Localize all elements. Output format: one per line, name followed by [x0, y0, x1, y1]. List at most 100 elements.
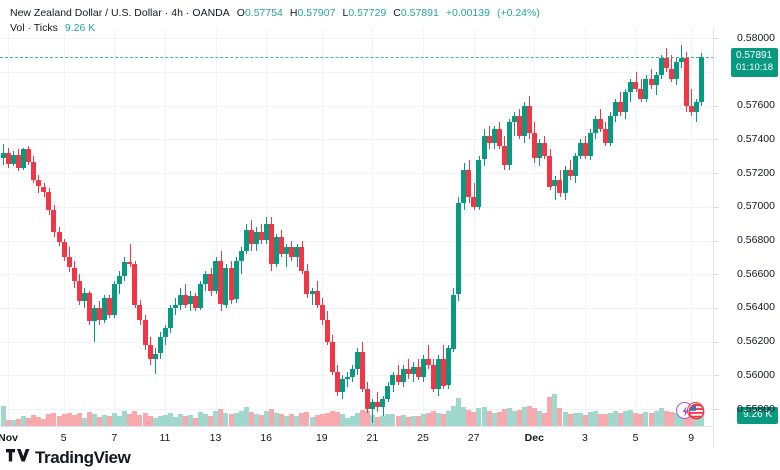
candle-body — [46, 192, 52, 211]
volume-bar — [678, 413, 684, 426]
volume-bar — [491, 412, 497, 426]
volume-bar — [400, 415, 406, 426]
volume-bar — [188, 415, 193, 426]
legend-symbol-row[interactable]: New Zealand Dollar / U.S. Dollar · 4h · … — [10, 6, 540, 20]
candle-body — [602, 129, 608, 143]
candle-body — [466, 169, 472, 197]
candle-body — [668, 68, 674, 79]
volume-bar — [218, 409, 224, 426]
candle-wick — [311, 287, 313, 305]
candlestick-series — [0, 28, 713, 426]
volume-bar — [142, 412, 148, 426]
candle-body — [10, 154, 16, 164]
time-axis-label: 5 — [60, 432, 67, 444]
candle-body — [0, 152, 6, 158]
candle-body — [481, 135, 487, 160]
candle-body — [572, 156, 578, 177]
volume-study-value: 9.26 K — [64, 22, 96, 34]
price-gridline — [0, 274, 713, 276]
volume-bar — [299, 412, 305, 426]
candle-body — [496, 129, 502, 147]
volume-bar — [562, 411, 568, 426]
volume-bar — [602, 414, 608, 426]
candle-body — [309, 291, 315, 295]
current-price-badge: 0.57891 01:10:18 — [731, 47, 778, 77]
time-axis-label: Dec — [524, 432, 544, 444]
candle-wick — [94, 304, 96, 342]
time-gridline — [114, 28, 116, 426]
candle-body — [279, 237, 285, 254]
high-group: H0.57907 — [290, 6, 336, 20]
candle-wick — [372, 399, 374, 423]
chart-plot-area[interactable] — [0, 28, 714, 426]
price-axis[interactable]: 0.57891 01:10:18 9.26 K 0.58000 0.57600 0.… — [714, 28, 780, 426]
exchange-label[interactable]: OANDA — [192, 7, 230, 19]
time-axis-label: 7 — [111, 432, 118, 444]
legend-volume-row[interactable]: Vol · Ticks 9.26 K — [10, 21, 540, 35]
interval-label[interactable]: 4h — [171, 7, 183, 19]
volume-bar — [76, 413, 82, 426]
price-gridline — [0, 409, 713, 411]
candle-body — [56, 232, 62, 243]
candle-body — [436, 358, 441, 389]
candle-body — [643, 78, 649, 99]
candle-body — [390, 375, 396, 386]
price-gridline — [0, 375, 713, 377]
candle-body — [663, 58, 669, 69]
candle-body — [537, 142, 543, 158]
volume-bar — [167, 413, 173, 426]
candle-body — [258, 232, 264, 241]
candle-body — [420, 358, 426, 378]
volume-bar — [360, 409, 366, 426]
low-key: L — [342, 7, 349, 19]
candle-body — [678, 58, 684, 62]
candle-body — [66, 257, 72, 268]
volume-bar — [385, 413, 391, 426]
candle-body — [102, 297, 107, 320]
volume-bar — [532, 408, 538, 426]
volume-bar — [112, 413, 118, 426]
symbol-name[interactable]: New Zealand Dollar / U.S. Dollar — [10, 7, 162, 19]
volume-bar — [228, 414, 234, 426]
volume-bar — [380, 415, 386, 426]
volume-bar — [334, 411, 340, 426]
volume-bar — [476, 408, 482, 426]
time-axis-label: 11 — [159, 432, 171, 444]
candle-body — [157, 336, 163, 354]
time-axis-label: 5 — [632, 432, 639, 444]
candle-body — [344, 377, 350, 379]
candle-body — [263, 223, 269, 241]
candle-body — [527, 105, 532, 133]
candle-body — [233, 260, 239, 300]
candle-body — [501, 146, 507, 165]
tradingview-logo[interactable]: TradingView — [6, 448, 131, 468]
volume-bar — [329, 410, 335, 426]
price-axis-label: 0.56600 — [737, 267, 775, 280]
candle-wick — [569, 159, 571, 180]
candle-body — [162, 328, 168, 337]
volume-bar — [592, 411, 598, 426]
volume-bar — [314, 415, 320, 426]
price-gridline — [0, 341, 713, 343]
candle-body — [218, 260, 224, 305]
price-axis-label: 0.58000 — [737, 31, 775, 44]
candle-body — [608, 115, 613, 143]
price-axis-label: 0.56800 — [737, 234, 775, 246]
candle-body — [188, 296, 193, 305]
us-flag-icon[interactable] — [687, 402, 705, 420]
candle-body — [76, 281, 82, 302]
volume-bar — [248, 411, 254, 426]
volume-bar — [501, 409, 507, 426]
candle-body — [516, 115, 522, 136]
candle-body — [339, 378, 345, 393]
price-gridline — [0, 173, 713, 174]
time-axis[interactable]: Nov 5 7 11 13 16 19 21 25 27 Dec 3 5 9 — [0, 426, 714, 448]
volume-bar — [152, 417, 158, 426]
volume-bar — [582, 415, 588, 426]
volume-study-label[interactable]: Vol · Ticks — [10, 22, 58, 34]
price-axis-tick — [714, 307, 719, 309]
price-axis-tick — [714, 139, 719, 141]
candle-body — [142, 319, 148, 346]
candle-body — [456, 203, 462, 295]
price-gridline — [0, 307, 713, 309]
